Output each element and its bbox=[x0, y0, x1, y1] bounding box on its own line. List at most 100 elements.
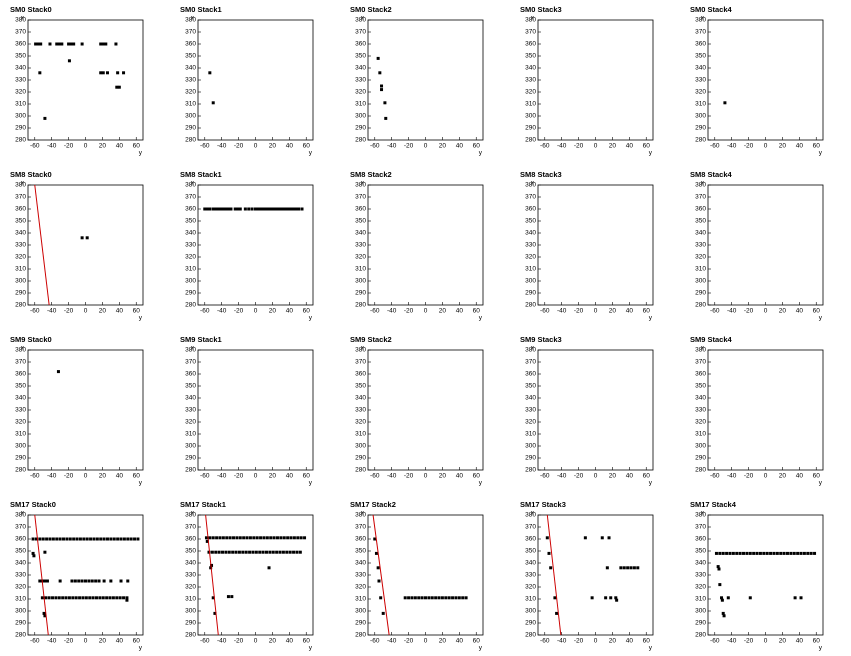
x-tick-label: 0 bbox=[254, 143, 258, 150]
y-tick-label: 360 bbox=[185, 206, 196, 213]
y-tick-label: 380 bbox=[695, 17, 706, 24]
y-tick-label: 310 bbox=[695, 596, 706, 603]
point bbox=[105, 71, 109, 75]
y-tick-label: 370 bbox=[185, 29, 196, 36]
x-tick-label: 20 bbox=[779, 308, 787, 315]
point bbox=[278, 550, 282, 554]
x-axis-label: y bbox=[309, 645, 313, 652]
y-tick-label: 330 bbox=[355, 242, 366, 249]
point bbox=[271, 207, 275, 211]
x-tick-label: 0 bbox=[764, 308, 768, 315]
x-tick-label: 40 bbox=[286, 143, 294, 150]
y-tick-label: 300 bbox=[525, 608, 536, 615]
y-axis-label: x bbox=[191, 345, 195, 352]
plot-frame bbox=[707, 349, 824, 471]
y-tick-label: 360 bbox=[15, 371, 26, 378]
y-tick-label: 350 bbox=[525, 548, 536, 555]
y-tick-label: 350 bbox=[185, 218, 196, 225]
x-tick-label: -20 bbox=[234, 473, 244, 480]
point bbox=[39, 42, 43, 46]
x-tick-label: 0 bbox=[254, 638, 258, 645]
x-tick-label: 60 bbox=[303, 473, 311, 480]
y-tick-label: 300 bbox=[15, 278, 26, 285]
point bbox=[99, 537, 103, 541]
y-tick-label: 300 bbox=[15, 113, 26, 120]
y-tick-label: 290 bbox=[355, 125, 366, 132]
point bbox=[626, 566, 630, 570]
x-tick-label: 0 bbox=[84, 473, 88, 480]
chart-title: SM17 Stack4 bbox=[690, 500, 737, 509]
point bbox=[300, 207, 304, 211]
x-tick-label: 40 bbox=[116, 638, 124, 645]
point bbox=[636, 566, 640, 570]
point bbox=[255, 536, 259, 540]
x-tick-label: -40 bbox=[557, 473, 567, 480]
y-tick-label: 320 bbox=[355, 89, 366, 96]
point bbox=[102, 537, 106, 541]
point bbox=[252, 536, 256, 540]
point bbox=[742, 551, 746, 555]
point bbox=[38, 537, 42, 541]
y-tick-label: 290 bbox=[525, 455, 536, 462]
point bbox=[725, 551, 729, 555]
point bbox=[286, 536, 290, 540]
point bbox=[84, 579, 87, 583]
y-tick-label: 300 bbox=[185, 278, 196, 285]
y-tick-label: 290 bbox=[185, 290, 196, 297]
y-tick-label: 330 bbox=[185, 407, 196, 414]
chart-title: SM0 Stack0 bbox=[10, 5, 52, 14]
x-tick-label: 60 bbox=[643, 473, 651, 480]
point bbox=[234, 550, 238, 554]
plot-frame bbox=[367, 349, 484, 471]
x-tick-label: -40 bbox=[727, 473, 737, 480]
x-tick-label: 20 bbox=[779, 473, 787, 480]
x-tick-label: -40 bbox=[47, 308, 57, 315]
y-tick-label: 340 bbox=[355, 395, 366, 402]
point bbox=[129, 537, 133, 541]
x-tick-label: 60 bbox=[813, 473, 821, 480]
point bbox=[444, 596, 448, 600]
point bbox=[427, 596, 431, 600]
point bbox=[101, 71, 105, 75]
y-tick-label: 350 bbox=[15, 53, 26, 60]
x-tick-label: 20 bbox=[269, 143, 277, 150]
y-tick-label: 320 bbox=[185, 584, 196, 591]
x-tick-label: -20 bbox=[234, 308, 244, 315]
point bbox=[41, 537, 45, 541]
point bbox=[38, 71, 42, 75]
point bbox=[58, 579, 62, 583]
point bbox=[122, 71, 126, 75]
y-axis-label: x bbox=[701, 180, 705, 187]
y-tick-label: 350 bbox=[355, 383, 366, 390]
y-tick-label: 360 bbox=[185, 41, 196, 48]
x-tick-label: 60 bbox=[473, 308, 481, 315]
point bbox=[383, 101, 387, 105]
point bbox=[88, 596, 92, 600]
point bbox=[289, 207, 293, 211]
y-tick-label: 320 bbox=[355, 254, 366, 261]
point bbox=[43, 579, 47, 583]
point bbox=[208, 536, 212, 540]
point bbox=[115, 85, 119, 89]
plot-frame bbox=[197, 19, 314, 141]
x-tick-label: 60 bbox=[133, 638, 141, 645]
plot-frame bbox=[537, 184, 654, 306]
x-tick-label: -40 bbox=[727, 638, 737, 645]
y-tick-label: 290 bbox=[185, 455, 196, 462]
point bbox=[381, 611, 385, 615]
x-tick-label: 20 bbox=[99, 143, 107, 150]
point bbox=[292, 207, 296, 211]
point bbox=[721, 611, 725, 615]
y-tick-label: 360 bbox=[525, 41, 536, 48]
y-tick-label: 330 bbox=[695, 242, 706, 249]
point bbox=[600, 536, 604, 540]
point bbox=[97, 579, 101, 583]
point bbox=[55, 537, 59, 541]
point bbox=[271, 550, 275, 554]
x-tick-label: -40 bbox=[47, 638, 57, 645]
x-tick-label: -60 bbox=[370, 308, 380, 315]
point bbox=[451, 596, 455, 600]
point bbox=[95, 537, 99, 541]
plot-frame bbox=[537, 514, 654, 636]
plot-frame bbox=[27, 184, 144, 306]
